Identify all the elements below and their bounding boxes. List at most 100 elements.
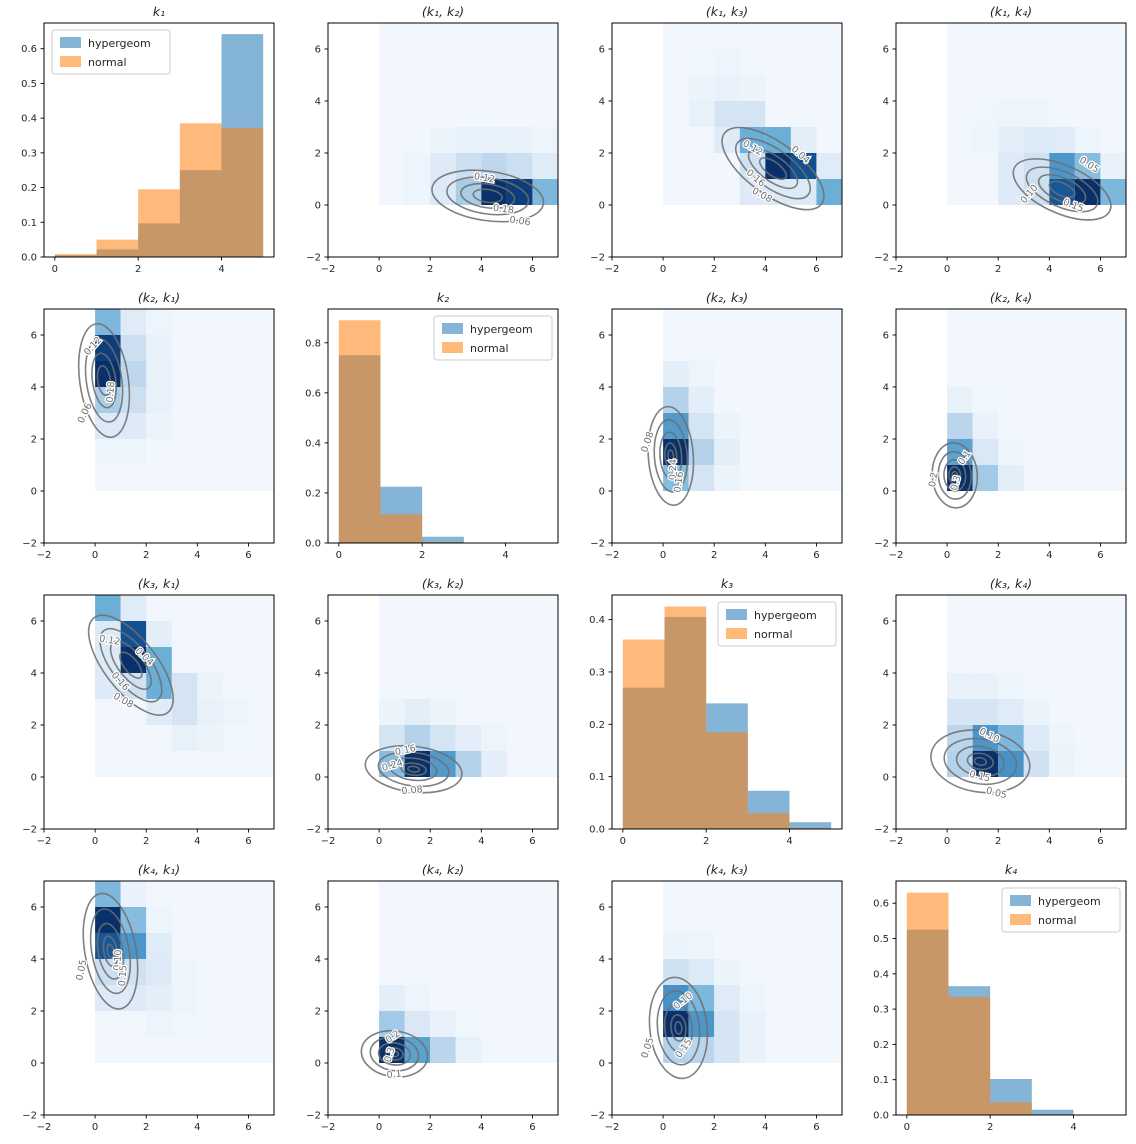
svg-text:2: 2: [143, 550, 149, 561]
svg-text:4: 4: [1070, 1122, 1076, 1133]
svg-text:2: 2: [599, 435, 605, 446]
svg-text:(k₁, k₃): (k₁, k₃): [706, 4, 748, 19]
svg-text:(k₄, k₃): (k₄, k₃): [706, 862, 748, 877]
svg-text:2: 2: [427, 836, 433, 847]
svg-text:0.6: 0.6: [305, 388, 321, 399]
svg-text:−2: −2: [306, 1111, 321, 1122]
svg-text:0: 0: [944, 264, 950, 275]
svg-text:4: 4: [502, 550, 508, 561]
subplot-k1-k2: 0.12 0.18 0.06 −2 0 2 4 6 −2 0 2 4 6 (k₁, k₂): [284, 0, 568, 286]
svg-text:0: 0: [883, 201, 889, 212]
svg-text:k₁: k₁: [153, 4, 165, 19]
svg-text:4: 4: [315, 97, 321, 108]
svg-text:2: 2: [995, 550, 1001, 561]
svg-text:0.1: 0.1: [386, 1069, 402, 1081]
legend: hypergeom normal: [1001, 887, 1121, 933]
subplot-k2-canvas: 0 2 4 0.0 0.2 0.4 0.6 0.8 k₂ hypergeom normal: [305, 290, 559, 561]
svg-text:4: 4: [315, 955, 321, 966]
svg-text:0.5: 0.5: [21, 79, 37, 90]
svg-text:0: 0: [660, 550, 666, 561]
svg-text:0.1: 0.1: [589, 772, 605, 783]
svg-text:−2: −2: [605, 1122, 620, 1133]
subplot-k4-k3: 0.10 0.05 0.15 −2 0 2 4 6 −2 0 2 4 6 (k₄, k₃): [568, 858, 852, 1144]
svg-text:normal: normal: [754, 628, 793, 641]
svg-text:6: 6: [31, 331, 37, 342]
svg-text:4: 4: [883, 383, 889, 394]
svg-text:2: 2: [31, 1007, 37, 1018]
svg-text:−2: −2: [37, 836, 52, 847]
svg-text:−2: −2: [874, 539, 889, 550]
subplot-k3-k4: 0.10 0.15 0.05 −2 0 2 4 6 −2 0 2 4 6 (k₃, k₄): [852, 572, 1136, 858]
svg-text:0.5: 0.5: [873, 934, 889, 945]
svg-text:−2: −2: [22, 1111, 37, 1122]
svg-text:normal: normal: [1038, 914, 1077, 927]
svg-text:0: 0: [92, 1122, 98, 1133]
svg-text:2: 2: [135, 264, 141, 275]
svg-text:2: 2: [995, 264, 1001, 275]
legend: hypergeom normal: [51, 29, 171, 75]
svg-text:0.18: 0.18: [105, 381, 118, 403]
svg-text:2: 2: [599, 149, 605, 160]
subplot-k1-canvas: 0 2 4 0.0 0.1 0.2 0.3 0.4 0.5 0.6 k₁ hypergeom norma…: [21, 4, 275, 275]
svg-text:2: 2: [883, 721, 889, 732]
svg-text:0: 0: [660, 264, 666, 275]
subplot-k1: 0 2 4 0.0 0.1 0.2 0.3 0.4 0.5 0.6 k₁ hypergeom norma…: [0, 0, 284, 286]
svg-text:6: 6: [599, 903, 605, 914]
svg-text:4: 4: [315, 669, 321, 680]
svg-text:0: 0: [376, 836, 382, 847]
svg-text:0.3: 0.3: [589, 667, 605, 678]
svg-text:k₃: k₃: [721, 576, 733, 591]
svg-text:4: 4: [883, 669, 889, 680]
svg-text:4: 4: [194, 550, 200, 561]
svg-text:−2: −2: [874, 253, 889, 264]
svg-text:6: 6: [529, 1122, 535, 1133]
svg-text:0.2: 0.2: [21, 183, 37, 194]
svg-text:2: 2: [31, 435, 37, 446]
subplot-k4: 0 2 4 0.0 0.1 0.2 0.3 0.4 0.5 0.6 k₄ hypergeom norma…: [852, 858, 1136, 1144]
svg-text:0.2: 0.2: [927, 471, 940, 488]
svg-text:−2: −2: [889, 264, 904, 275]
svg-text:0: 0: [376, 264, 382, 275]
svg-text:2: 2: [711, 264, 717, 275]
svg-text:−2: −2: [22, 539, 37, 550]
svg-text:2: 2: [315, 1007, 321, 1018]
svg-text:6: 6: [883, 331, 889, 342]
svg-text:hypergeom: hypergeom: [1038, 895, 1101, 908]
svg-text:2: 2: [419, 550, 425, 561]
svg-text:6: 6: [1097, 264, 1103, 275]
svg-text:0.2: 0.2: [873, 1040, 889, 1051]
svg-text:0: 0: [315, 1059, 321, 1070]
svg-text:4: 4: [599, 97, 605, 108]
svg-text:4: 4: [218, 264, 224, 275]
svg-text:−2: −2: [590, 253, 605, 264]
svg-text:0: 0: [92, 550, 98, 561]
subplot-k3-k2: 0.16 0.24 0.08 −2 0 2 4 6 −2 0 2 4 6 (k₃, k₂): [284, 572, 568, 858]
svg-text:6: 6: [599, 331, 605, 342]
svg-text:0.0: 0.0: [873, 1111, 889, 1122]
svg-text:0: 0: [599, 487, 605, 498]
svg-text:0.12: 0.12: [473, 171, 496, 186]
subplot-k2: 0 2 4 0.0 0.2 0.4 0.6 0.8 k₂ hypergeom normal: [284, 286, 568, 572]
legend: hypergeom normal: [433, 315, 553, 361]
svg-text:normal: normal: [88, 56, 127, 69]
svg-text:−2: −2: [37, 1122, 52, 1133]
svg-text:−2: −2: [306, 825, 321, 836]
svg-text:0: 0: [315, 201, 321, 212]
svg-text:6: 6: [813, 1122, 819, 1133]
svg-text:0.2: 0.2: [305, 488, 321, 499]
svg-text:0.08: 0.08: [401, 784, 423, 797]
svg-text:0: 0: [31, 487, 37, 498]
svg-text:0: 0: [315, 773, 321, 784]
svg-text:(k₃, k₂): (k₃, k₂): [422, 576, 464, 591]
svg-text:0: 0: [904, 1122, 910, 1133]
svg-text:0.8: 0.8: [305, 338, 321, 349]
svg-text:0.18: 0.18: [492, 203, 514, 217]
svg-text:6: 6: [245, 836, 251, 847]
subplot-k2-k3: 0.08 0.24 0.16 −2 0 2 4 6 −2 0 2 4 6 (k₂, k₃): [568, 286, 852, 572]
svg-text:2: 2: [883, 149, 889, 160]
svg-text:0.2: 0.2: [589, 720, 605, 731]
svg-text:6: 6: [813, 550, 819, 561]
